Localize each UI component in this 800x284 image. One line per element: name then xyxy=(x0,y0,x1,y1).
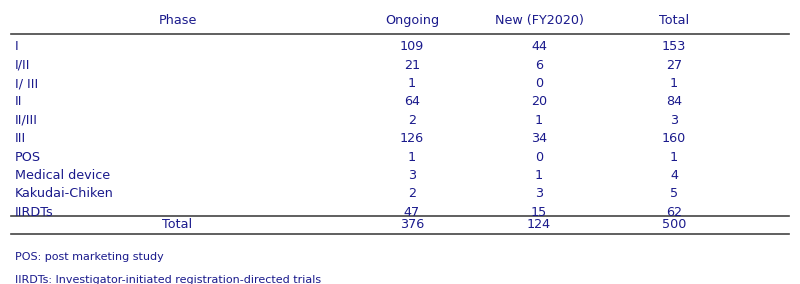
Text: I: I xyxy=(14,40,18,53)
Text: I/ III: I/ III xyxy=(14,77,38,90)
Text: 2: 2 xyxy=(408,187,416,200)
Text: 0: 0 xyxy=(535,151,543,164)
Text: 1: 1 xyxy=(670,151,678,164)
Text: 20: 20 xyxy=(531,95,547,108)
Text: I/II: I/II xyxy=(14,59,30,72)
Text: 1: 1 xyxy=(408,77,416,90)
Text: 109: 109 xyxy=(400,40,424,53)
Text: II/III: II/III xyxy=(14,114,38,127)
Text: 15: 15 xyxy=(531,206,547,219)
Text: 4: 4 xyxy=(670,169,678,182)
Text: POS: post marketing study: POS: post marketing study xyxy=(14,252,163,262)
Text: Kakudai-Chiken: Kakudai-Chiken xyxy=(14,187,114,200)
Text: 1: 1 xyxy=(408,151,416,164)
Text: Total: Total xyxy=(659,14,689,27)
Text: 5: 5 xyxy=(670,187,678,200)
Text: III: III xyxy=(14,132,26,145)
Text: IIRDTs: IIRDTs xyxy=(14,206,54,219)
Text: 153: 153 xyxy=(662,40,686,53)
Text: 124: 124 xyxy=(527,218,551,231)
Text: 64: 64 xyxy=(404,95,420,108)
Text: 21: 21 xyxy=(404,59,420,72)
Text: New (FY2020): New (FY2020) xyxy=(494,14,583,27)
Text: 27: 27 xyxy=(666,59,682,72)
Text: IIRDTs: Investigator-initiated registration-directed trials: IIRDTs: Investigator-initiated registrat… xyxy=(14,275,321,284)
Text: 0: 0 xyxy=(535,77,543,90)
Text: Ongoing: Ongoing xyxy=(385,14,439,27)
Text: POS: POS xyxy=(14,151,41,164)
Text: 500: 500 xyxy=(662,218,686,231)
Text: 1: 1 xyxy=(535,169,543,182)
Text: 1: 1 xyxy=(670,77,678,90)
Text: 44: 44 xyxy=(531,40,547,53)
Text: 47: 47 xyxy=(404,206,420,219)
Text: 84: 84 xyxy=(666,95,682,108)
Text: 3: 3 xyxy=(408,169,416,182)
Text: 376: 376 xyxy=(400,218,424,231)
Text: 2: 2 xyxy=(408,114,416,127)
Text: II: II xyxy=(14,95,22,108)
Text: 34: 34 xyxy=(531,132,547,145)
Text: Total: Total xyxy=(162,218,193,231)
Text: Medical device: Medical device xyxy=(14,169,110,182)
Text: 3: 3 xyxy=(670,114,678,127)
Text: 62: 62 xyxy=(666,206,682,219)
Text: 160: 160 xyxy=(662,132,686,145)
Text: 3: 3 xyxy=(535,187,543,200)
Text: 1: 1 xyxy=(535,114,543,127)
Text: 126: 126 xyxy=(400,132,424,145)
Text: 6: 6 xyxy=(535,59,543,72)
Text: Phase: Phase xyxy=(158,14,197,27)
